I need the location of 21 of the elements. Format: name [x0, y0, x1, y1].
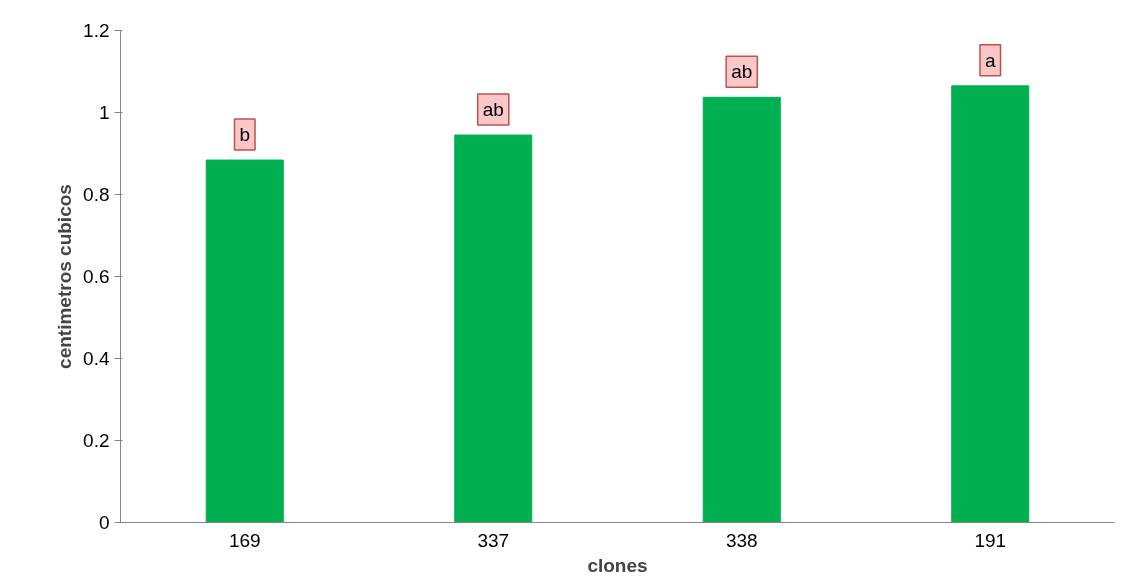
bar: [454, 134, 533, 523]
annotation: a: [984, 49, 996, 71]
x-axis-title: clones: [587, 554, 648, 576]
y-tick-label: 0.4: [83, 348, 110, 369]
y-tick-label: 1.2: [83, 20, 110, 41]
y-tick-label: 0.8: [83, 184, 110, 205]
y-tick-label: 0.2: [83, 430, 110, 451]
y-axis-title: centimetros cubicos: [54, 184, 76, 369]
y-tick-label: 0.6: [83, 266, 110, 287]
annotation: ab: [731, 61, 753, 83]
bar: [702, 96, 781, 523]
bar: [205, 159, 284, 523]
x-tick-label: 191: [974, 529, 1007, 551]
x-tick-label: 338: [725, 529, 758, 551]
y-tick-label: 0: [98, 512, 110, 533]
annotation: ab: [482, 99, 504, 121]
bar: [951, 85, 1030, 523]
y-tick-label: 1: [98, 102, 110, 123]
x-tick-label: 169: [228, 529, 261, 551]
x-tick-label: 337: [477, 529, 510, 551]
annotation: b: [239, 124, 251, 146]
